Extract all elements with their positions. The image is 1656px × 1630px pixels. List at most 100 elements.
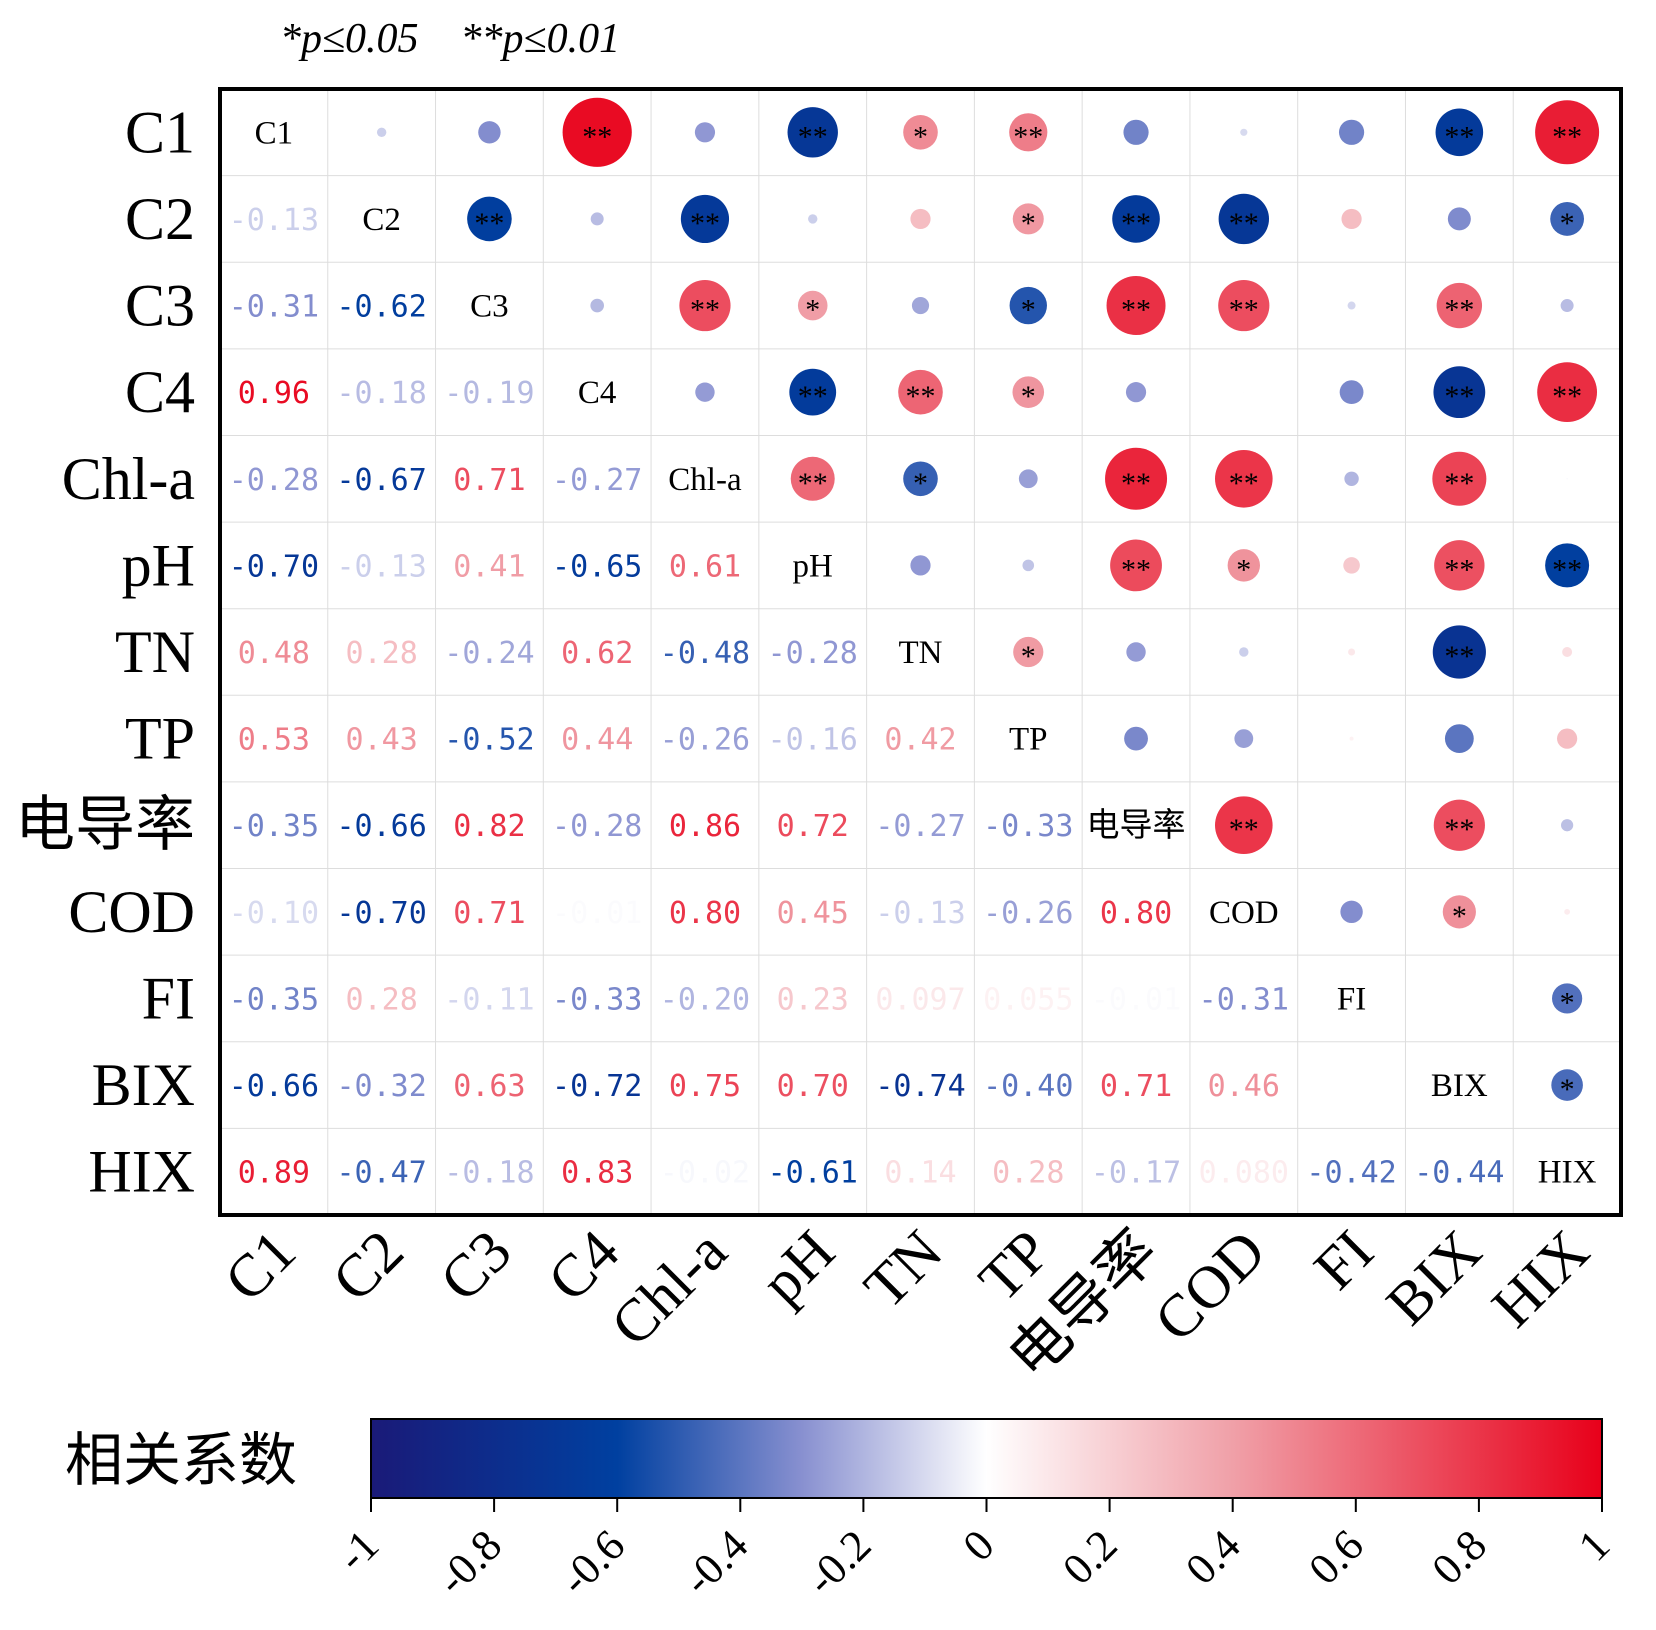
significance-mark: ** bbox=[1444, 467, 1474, 500]
correlation-value: -0.17 bbox=[1091, 1156, 1181, 1191]
correlation-circle bbox=[679, 279, 731, 332]
correlation-circle bbox=[1018, 469, 1038, 489]
correlation-circle bbox=[1009, 286, 1047, 325]
column-label: C1 bbox=[212, 1218, 308, 1314]
correlation-circle bbox=[1218, 193, 1270, 245]
correlation-value: 0.46 bbox=[1208, 1069, 1280, 1104]
correlation-circle bbox=[694, 122, 716, 143]
correlation-circle bbox=[790, 456, 835, 501]
row-label: Chl-a bbox=[62, 446, 195, 512]
significance-mark: * bbox=[1021, 380, 1036, 413]
significance-mark: ** bbox=[1552, 120, 1582, 153]
significance-mark: ** bbox=[1552, 553, 1582, 586]
colorbar-tick-label: 0 bbox=[953, 1520, 1003, 1570]
correlation-value: -0.32 bbox=[336, 1069, 426, 1104]
row-label: C4 bbox=[125, 359, 195, 425]
correlation-circle bbox=[1012, 376, 1045, 408]
correlation-value: 0.96 bbox=[238, 376, 310, 411]
correlation-value: 0.055 bbox=[983, 982, 1073, 1017]
column-label: BIX bbox=[1374, 1218, 1494, 1338]
correlation-value: 0.80 bbox=[669, 896, 741, 931]
significance-mark: ** bbox=[1013, 120, 1043, 153]
row-label: COD bbox=[68, 879, 195, 945]
correlation-value: -0.42 bbox=[1306, 1156, 1396, 1191]
correlation-circle bbox=[787, 107, 838, 158]
significance-mark: * bbox=[1021, 640, 1036, 673]
correlation-value: -0.19 bbox=[444, 376, 534, 411]
correlation-value: 0.00 bbox=[1315, 1069, 1387, 1104]
significance-mark: ** bbox=[798, 380, 828, 413]
significance-mark: ** bbox=[1444, 813, 1474, 846]
correlation-circle bbox=[808, 214, 818, 224]
correlation-value: -0.27 bbox=[552, 463, 642, 498]
correlation-circle bbox=[1339, 380, 1364, 405]
correlation-circle bbox=[1557, 728, 1578, 749]
correlation-circle bbox=[1545, 543, 1590, 588]
diagonal-label: C1 bbox=[255, 115, 294, 151]
correlation-circle bbox=[789, 368, 837, 416]
correlation-circle bbox=[1562, 647, 1573, 657]
column-label: pH bbox=[748, 1218, 847, 1317]
correlation-circle bbox=[1106, 276, 1166, 336]
correlation-circle bbox=[1351, 824, 1352, 826]
correlation-value: -0.26 bbox=[660, 723, 750, 758]
significance-legend: *p≤0.05 **p≤0.01 bbox=[280, 16, 620, 62]
correlation-value: -0.26 bbox=[983, 896, 1073, 931]
correlation-circle bbox=[911, 296, 930, 315]
correlation-value: 0.23 bbox=[777, 982, 849, 1017]
correlation-circle bbox=[680, 194, 730, 244]
correlation-value: -0.02 bbox=[660, 1156, 750, 1191]
correlation-circle bbox=[1347, 301, 1356, 310]
correlation-circle bbox=[376, 127, 387, 138]
correlation-circle bbox=[1552, 983, 1583, 1014]
correlation-circle bbox=[562, 97, 632, 167]
colorbar-tick-label: -1 bbox=[328, 1520, 389, 1581]
correlation-circle bbox=[1012, 203, 1044, 235]
correlation-circle bbox=[1239, 647, 1249, 657]
correlation-circle bbox=[1566, 478, 1568, 480]
correlation-value: -0.27 bbox=[875, 809, 965, 844]
correlation-value: 0.62 bbox=[561, 636, 633, 671]
correlation-value: -0.44 bbox=[1414, 1156, 1504, 1191]
significance-mark: * bbox=[1560, 1073, 1575, 1106]
significance-mark: ** bbox=[906, 380, 936, 413]
correlation-value: -0.20 bbox=[660, 982, 750, 1017]
correlation-circle bbox=[1243, 391, 1245, 393]
correlation-circle bbox=[1215, 796, 1273, 855]
row-label: C2 bbox=[125, 186, 195, 252]
correlation-value: 0.80 bbox=[1100, 896, 1172, 931]
column-label: C2 bbox=[320, 1218, 416, 1314]
diagonal-label: 电导率 bbox=[1087, 807, 1186, 844]
correlation-circle bbox=[1234, 729, 1254, 749]
plot-frame bbox=[218, 87, 1623, 1217]
correlation-circle bbox=[797, 290, 828, 321]
correlation-value: 0.61 bbox=[669, 549, 741, 584]
correlation-value: -0.66 bbox=[229, 1069, 319, 1104]
correlation-circle bbox=[1561, 819, 1574, 832]
correlation-value: -0.35 bbox=[229, 809, 319, 844]
correlation-value: 0.28 bbox=[992, 1156, 1064, 1191]
row-label: HIX bbox=[88, 1139, 195, 1205]
correlation-circle bbox=[1537, 362, 1598, 423]
correlation-circle bbox=[1349, 736, 1354, 741]
correlation-value: 0.82 bbox=[453, 809, 525, 844]
correlation-circle bbox=[1240, 128, 1248, 136]
correlation-value: 0.83 bbox=[561, 1156, 633, 1191]
correlation-value: -0.28 bbox=[552, 809, 642, 844]
significance-mark: ** bbox=[1229, 207, 1259, 240]
diagonal-label: C2 bbox=[362, 202, 401, 238]
correlation-circle bbox=[1013, 636, 1044, 668]
significance-mark: ** bbox=[1444, 380, 1474, 413]
correlation-value: -0.13 bbox=[875, 896, 965, 931]
correlation-circle bbox=[590, 212, 604, 226]
diagonal-label: BIX bbox=[1431, 1068, 1488, 1104]
correlation-circle bbox=[1434, 540, 1485, 591]
correlation-value: -0.33 bbox=[983, 809, 1073, 844]
colorbar-tick-label: -0.6 bbox=[550, 1520, 634, 1604]
diagonal-label: Chl-a bbox=[668, 462, 742, 498]
correlation-value: -0.31 bbox=[229, 290, 319, 325]
diagonal-label: FI bbox=[1337, 981, 1366, 1017]
correlation-value: 0.41 bbox=[453, 549, 525, 584]
significance-mark: * bbox=[1021, 207, 1036, 240]
correlation-circle bbox=[1551, 1069, 1583, 1101]
